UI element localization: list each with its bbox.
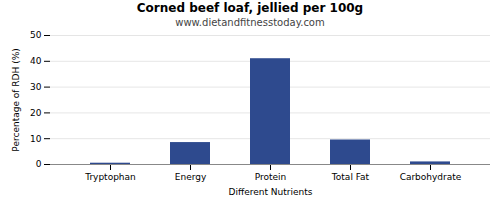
svg-text:40: 40: [30, 56, 42, 66]
svg-text:0: 0: [36, 159, 42, 169]
html-text:www.dietandfitnesstoday.com: www.dietandfitnesstoday.com: [175, 17, 325, 28]
svg-text:Total Fat: Total Fat: [331, 172, 370, 182]
svg-text:50: 50: [30, 30, 42, 40]
svg-text:Percentage of RDH (%): Percentage of RDH (%): [11, 48, 21, 151]
svg-text:Protein: Protein: [255, 172, 287, 182]
svg-text:Tryptophan: Tryptophan: [84, 172, 136, 182]
svg-text:Energy: Energy: [175, 172, 207, 182]
svg-text:Carbohydrate: Carbohydrate: [400, 172, 462, 182]
svg-text:10: 10: [30, 134, 42, 144]
svg-text:Different Nutrients: Different Nutrients: [229, 187, 313, 197]
svg-text:30: 30: [30, 82, 42, 92]
svg-text:20: 20: [30, 108, 42, 118]
html-text:Corned beef loaf, jellied per: Corned beef loaf, jellied per 100g: [136, 1, 364, 15]
